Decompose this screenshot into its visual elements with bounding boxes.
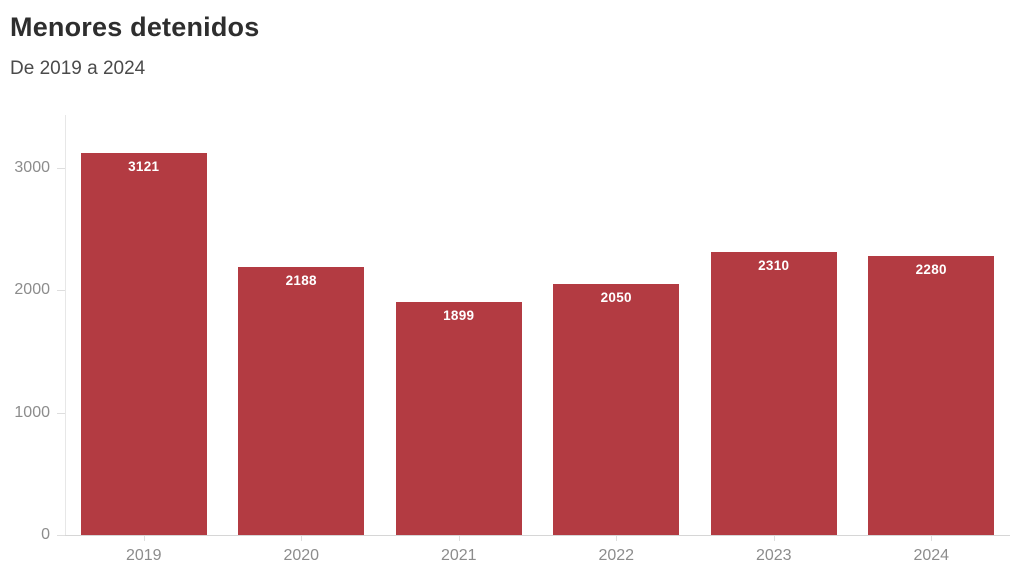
y-tick <box>57 290 65 292</box>
bar-value-label: 3121 <box>128 158 160 174</box>
x-tick-label: 2021 <box>440 547 477 564</box>
x-tick-label: 2023 <box>755 547 792 564</box>
x-tick-label: 2024 <box>913 547 950 564</box>
x-axis-line <box>65 535 1010 536</box>
chart-subtitle: De 2019 a 2024 <box>10 58 146 79</box>
x-tick-label: 2020 <box>283 547 320 564</box>
y-tick-label: 1000 <box>14 403 50 421</box>
bar-2020: 2188 <box>238 267 365 535</box>
bar-2021: 1899 <box>395 302 522 535</box>
x-tick <box>143 535 145 541</box>
x-tick <box>931 535 933 541</box>
bar-value-label: 2050 <box>600 289 632 305</box>
bar-2019: 3121 <box>80 152 207 535</box>
bar-value-label: 1899 <box>443 308 475 324</box>
bar-2023: 2310 <box>710 252 837 535</box>
x-tick-label: 2022 <box>598 547 635 564</box>
y-tick <box>57 167 65 169</box>
y-tick <box>57 535 65 536</box>
bar-2024: 2280 <box>868 255 995 535</box>
x-tick <box>458 535 460 541</box>
bar-value-label: 2280 <box>915 261 947 277</box>
chart-title: Menores detenidos <box>10 12 260 42</box>
x-tick <box>301 535 303 541</box>
y-tick-label: 2000 <box>14 281 50 299</box>
x-tick <box>616 535 618 541</box>
x-tick-label: 2019 <box>125 547 162 564</box>
bar-value-label: 2310 <box>758 258 790 274</box>
y-axis-line <box>65 115 66 535</box>
y-tick <box>57 412 65 414</box>
bar-chart: 0 1000 2000 3000 3121 2019 2188 2020 1899 2021 205… <box>0 115 1024 576</box>
y-tick-label: 3000 <box>14 158 50 176</box>
bar-2022: 2050 <box>553 283 680 535</box>
y-tick-label: 0 <box>41 526 50 543</box>
x-tick <box>773 535 775 541</box>
bar-value-label: 2188 <box>285 273 317 289</box>
